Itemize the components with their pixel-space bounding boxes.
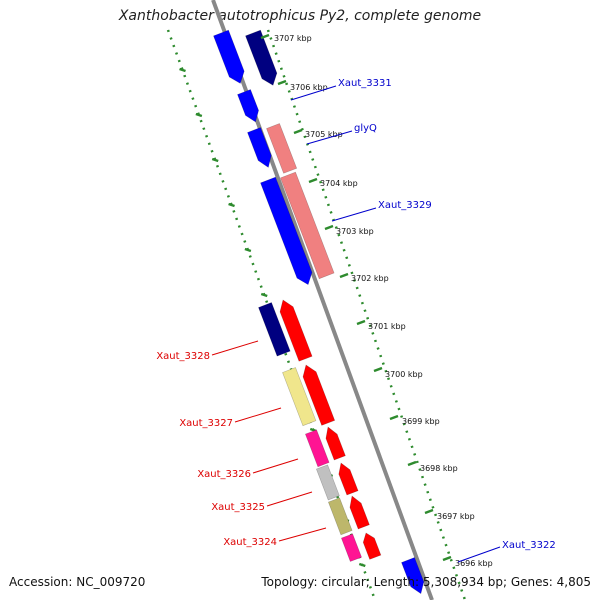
outer-ruler-mark: [228, 202, 235, 208]
tick-label: 3699 kbp: [402, 417, 440, 426]
gene-feature: [237, 89, 259, 123]
gene-label-leader: [306, 130, 353, 145]
gene-feature: [362, 532, 382, 560]
tick-label: 3703 kbp: [336, 227, 374, 236]
gene-label-leader: [252, 458, 299, 474]
gene-feature: [302, 364, 336, 426]
gene-label: Xaut_3322: [502, 540, 556, 551]
inner-ruler: [266, 29, 467, 600]
tick-mark: [308, 177, 318, 184]
tick-mark: [324, 224, 334, 231]
gene-label-leader: [211, 340, 259, 356]
gene-label-leader: [331, 207, 377, 222]
tick-label: 3697 kbp: [437, 512, 475, 521]
gene-feature: [401, 557, 425, 595]
gene-label: Xaut_3324: [223, 537, 277, 548]
gene-label: glyQ: [354, 123, 377, 134]
tick-label: 3700 kbp: [385, 370, 423, 379]
outer-ruler-mark: [195, 112, 203, 118]
outer-ruler-mark: [244, 247, 252, 253]
gene-feature: [213, 29, 245, 84]
topology-text: Topology: circular; Length: 5,308,934 bp…: [261, 575, 591, 589]
gene-label: Xaut_3326: [197, 469, 251, 480]
gene-label-layer: Xaut_3331 glyQ Xaut_3329 Xaut_3328 Xaut_3327…: [156, 78, 556, 563]
gene-label-leader: [234, 407, 282, 423]
outer-ruler-mark: [211, 157, 219, 163]
tick-mark: [293, 128, 303, 135]
tick-label: 3701 kbp: [368, 322, 406, 331]
gene-feature: [341, 533, 362, 562]
gene-feature: [245, 29, 278, 86]
gene-label: Xaut_3331: [338, 78, 392, 89]
tick-mark: [373, 366, 383, 373]
tick-mark: [339, 272, 349, 279]
feature-layer: [213, 29, 425, 595]
gene-label-leader: [290, 85, 337, 101]
gene-label: Xaut_3328: [156, 351, 210, 362]
gene-label-leader: [278, 527, 327, 542]
gene-feature: [279, 299, 313, 362]
gene-feature: [349, 495, 370, 530]
tick-layer: 3707 kbp 3706 kbp 3705 kbp 3704 kbp 3703 kbp…: [260, 33, 493, 568]
gene-feature: [316, 464, 340, 501]
tick-label: 3707 kbp: [274, 34, 312, 43]
tick-label: 3702 kbp: [351, 274, 389, 283]
tick-mark: [407, 460, 417, 467]
tick-mark: [389, 414, 399, 421]
gene-feature: [305, 429, 330, 468]
map-title: Xanthobacter autotrophicus Py2, complete…: [118, 8, 482, 24]
tick-mark: [277, 79, 287, 86]
gene-feature: [260, 176, 313, 286]
gene-feature: [338, 462, 359, 496]
gene-label: Xaut_3329: [378, 200, 432, 211]
ruler-layer: [166, 29, 467, 600]
tick-label: 3698 kbp: [420, 464, 458, 473]
tick-label: 3705 kbp: [305, 130, 343, 139]
outer-ruler-mark: [260, 292, 268, 298]
gene-feature: [325, 426, 346, 461]
gene-label-leader: [457, 546, 501, 563]
outer-ruler-mark: [179, 67, 186, 73]
tick-mark: [424, 508, 434, 515]
tick-label: 3706 kbp: [290, 83, 328, 92]
accession-text: Accession: NC_009720: [9, 575, 146, 589]
gene-feature: [280, 171, 335, 280]
gene-label-leader: [266, 491, 313, 507]
tick-label: 3704 kbp: [320, 179, 358, 188]
gene-feature: [266, 123, 298, 174]
outer-ruler-mark: [358, 562, 366, 568]
gene-label: Xaut_3325: [211, 502, 265, 513]
tick-mark: [260, 33, 270, 40]
tick-mark: [356, 319, 366, 326]
tick-label: 3696 kbp: [455, 559, 493, 568]
gene-feature: [258, 302, 291, 357]
gene-label: Xaut_3327: [179, 418, 233, 429]
gene-feature: [247, 127, 272, 168]
tick-mark: [442, 555, 452, 562]
gene-feature: [282, 367, 317, 427]
gene-feature: [328, 497, 353, 536]
